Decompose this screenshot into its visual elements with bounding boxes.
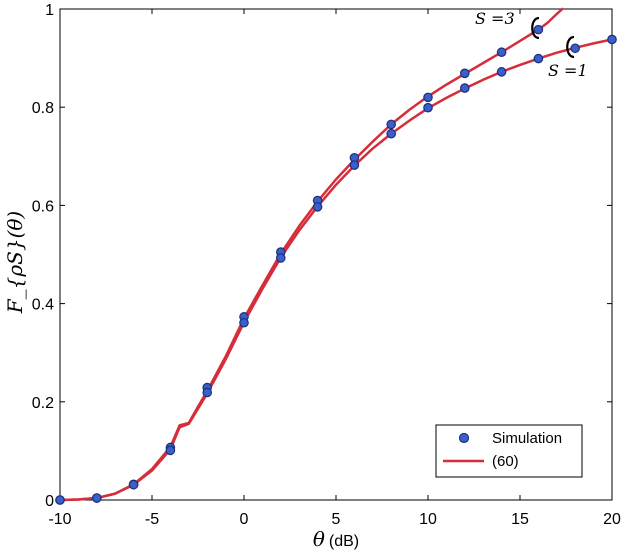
s3-ellipse-marker [531,16,540,40]
x-axis-label: θ [313,527,325,551]
x-tick-label: 20 [603,511,621,528]
data-point [533,53,544,64]
x-tick-label: 0 [240,511,249,528]
legend-label-line: (60) [492,453,519,470]
data-point [459,83,470,93]
y-tick-label: 1 [45,2,54,19]
x-tick-label: -10 [48,511,71,528]
y-tick-label: 0.8 [32,100,54,117]
simulation-points [55,24,617,505]
data-point [386,128,396,139]
data-point [202,387,212,398]
data-point [275,253,286,263]
x-axis-label-group: θ (dB) [313,527,359,551]
y-tick-labels: 0 0.2 0.4 0.6 0.8 1 [32,2,54,510]
data-point [496,47,507,58]
y-axis-label: F_{ρS}(θ) [3,211,27,314]
data-point [459,68,470,79]
data-point [423,92,433,103]
data-point [423,102,433,113]
y-tick-label: 0.2 [32,395,54,412]
x-tick-label: 5 [332,511,341,528]
x-tick-label: 10 [419,511,437,528]
data-point [386,119,396,130]
data-point [55,495,65,505]
data-point [496,67,507,77]
x-tick-labels: -10 -5 0 5 10 15 20 [48,511,621,528]
data-point [128,479,139,490]
y-tick-label: 0 [45,493,54,510]
data-point [312,202,323,212]
data-point [533,24,544,35]
data-point [349,160,360,170]
data-point [165,445,176,456]
data-point [239,317,249,328]
annotations: S =3 S =1 [475,9,588,80]
x-tick-label: -5 [145,511,159,528]
legend-box [435,424,583,478]
axis-labels: F_{ρS}(θ) θ (dB) [3,211,359,551]
data-point [607,34,617,45]
data-point [92,493,102,503]
annotation-s3: S =3 [475,9,515,28]
legend-label-simulation: Simulation [492,430,562,447]
legend-marker-simulation [458,432,470,444]
legend: Simulation (60) [435,424,583,478]
s1-ellipse-marker [566,35,575,59]
tick-marks [59,8,613,501]
y-tick-label: 0.4 [32,297,54,314]
x-axis-unit: (dB) [329,533,359,550]
annotation-s1: S =1 [548,61,588,80]
y-tick-label: 0.6 [32,198,54,215]
x-tick-label: 15 [511,511,529,528]
data-point [570,43,580,54]
